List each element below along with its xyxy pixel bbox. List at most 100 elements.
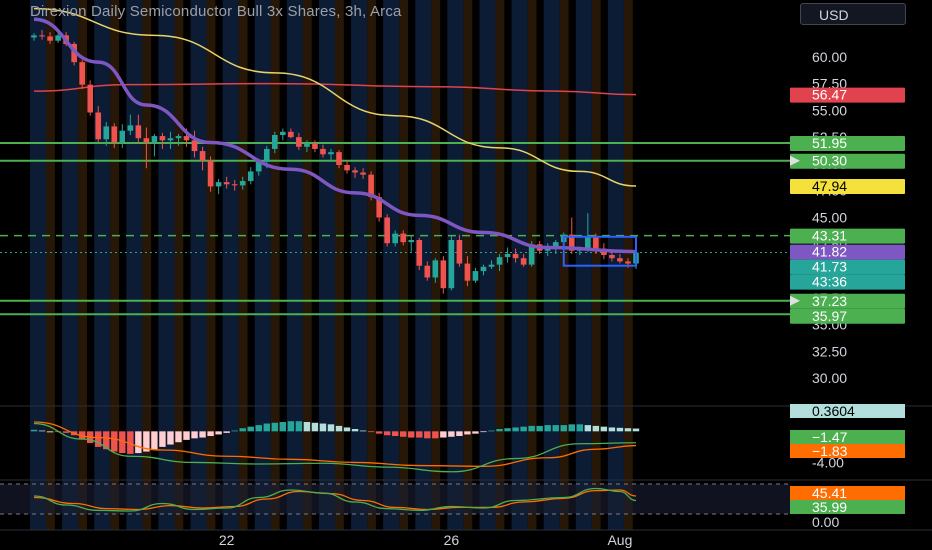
candle-down	[456, 240, 463, 264]
price-label-text: 43:36	[812, 274, 847, 290]
candle-up	[175, 136, 182, 139]
session-band-regular	[94, 0, 111, 530]
macd-histogram-bar	[464, 431, 471, 435]
session-band-extended	[238, 0, 248, 530]
price-tick-label: 32.50	[812, 343, 847, 359]
candle-down	[424, 265, 431, 278]
candle-up	[304, 143, 310, 147]
oscillator-value-text: 35.99	[812, 499, 847, 515]
macd-histogram-bar	[496, 429, 503, 432]
candle-down	[296, 137, 302, 147]
macd-histogram-bar	[159, 431, 166, 447]
macd-histogram-bar	[199, 431, 206, 438]
candle-down	[464, 263, 471, 281]
macd-histogram-bar	[207, 431, 214, 436]
price-label-tag	[790, 308, 905, 324]
currency-selector[interactable]: USD	[800, 3, 906, 25]
macd-histogram-bar	[536, 425, 543, 432]
session-band-extended	[206, 0, 216, 530]
candle-down	[625, 261, 631, 264]
candle-down	[312, 143, 318, 149]
macd-histogram-bar	[287, 421, 295, 432]
candle-up	[448, 240, 455, 289]
oscillator-k-line	[34, 487, 637, 512]
consolidation-box	[562, 235, 637, 267]
macd-histogram-bar	[472, 431, 479, 434]
candle-down	[344, 165, 350, 171]
macd-histogram-bar	[135, 431, 142, 454]
candle-down	[384, 217, 390, 244]
candle-up	[392, 233, 399, 244]
macd-histogram-bar	[311, 422, 319, 432]
macd-histogram-bar	[456, 431, 463, 436]
macd-histogram-bar	[46, 431, 54, 433]
candle-up	[504, 253, 511, 258]
candle-up	[31, 35, 37, 38]
session-band-extended	[174, 0, 184, 530]
macd-value-text: −1.83	[812, 443, 848, 459]
candle-down	[376, 197, 382, 218]
macd-histogram-bar	[127, 431, 134, 454]
candle-down	[143, 138, 150, 143]
macd-value-tag	[790, 404, 905, 418]
macd-histogram-bar	[319, 423, 327, 432]
macd-histogram-bar	[608, 427, 616, 432]
price-label-tag	[790, 87, 905, 103]
session-band-regular	[351, 0, 368, 530]
candle-down	[320, 148, 326, 155]
macd-histogram-bar	[62, 431, 70, 433]
price-label-text: 43.31	[812, 228, 847, 244]
moving-average-mid	[34, 7, 636, 187]
macd-histogram-bar	[143, 431, 150, 452]
candle-up	[328, 152, 334, 155]
candle-down	[191, 140, 198, 152]
session-band-extended	[335, 0, 344, 530]
macd-tick-label: -4.00	[812, 454, 844, 470]
session-band-extended	[302, 0, 312, 530]
macd-histogram-bar	[38, 430, 46, 432]
macd-histogram-bar	[383, 431, 391, 436]
macd-histogram-bar	[327, 424, 335, 432]
candle-up	[472, 271, 479, 281]
candle-down	[512, 253, 519, 259]
price-label-tag	[790, 293, 905, 309]
candle-down	[568, 234, 575, 251]
macd-histogram-bar	[560, 425, 567, 432]
candle-up	[167, 138, 174, 141]
price-label-text: 50.30	[812, 153, 847, 169]
macd-histogram-bar	[78, 431, 86, 440]
macd-histogram-bar	[239, 428, 246, 432]
price-tick-label: 60.00	[812, 49, 847, 65]
macd-histogram-bar	[400, 431, 407, 437]
macd-histogram-bar	[215, 431, 222, 435]
macd-histogram-bar	[151, 431, 158, 450]
candle-up	[263, 148, 270, 162]
candle-down	[207, 160, 214, 187]
macd-histogram-bar	[616, 427, 624, 432]
price-label-text: 41.73	[812, 259, 847, 275]
candle-down	[223, 182, 230, 185]
time-axis	[0, 530, 932, 550]
price-label-tag	[790, 274, 905, 290]
moving-average-fast	[33, 17, 636, 254]
macd-histogram-bar	[279, 422, 287, 432]
macd-histogram-bar	[343, 427, 351, 432]
price-label-tag	[790, 153, 905, 169]
candle-up	[255, 161, 262, 172]
candle-up	[247, 171, 254, 182]
candle-down	[400, 233, 407, 243]
macd-histogram-bar	[448, 431, 455, 437]
oscillator-value-text: 45.41	[812, 485, 847, 501]
macd-histogram-bar	[223, 431, 230, 433]
candle-down	[183, 136, 190, 141]
price-label-text: 56.47	[812, 87, 847, 103]
session-band-extended	[46, 0, 55, 530]
time-tick-label: Aug	[607, 532, 632, 548]
oscillator-value-tag	[790, 500, 905, 514]
candle-up	[215, 182, 222, 187]
macd-histogram-bar	[592, 425, 600, 432]
macd-histogram-bar	[367, 431, 375, 433]
macd-histogram-bar	[576, 424, 584, 432]
macd-line	[34, 422, 636, 473]
